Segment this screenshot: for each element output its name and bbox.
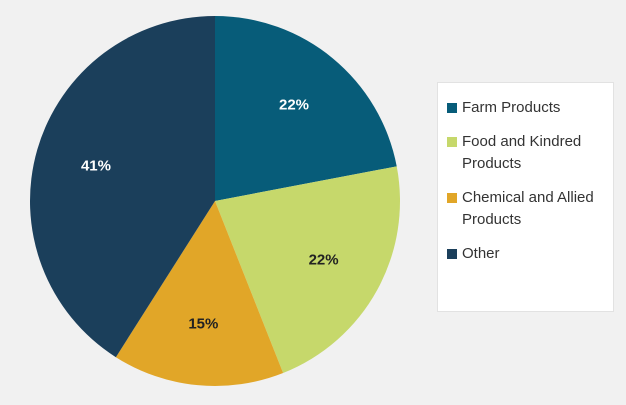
value-label: 41% bbox=[81, 157, 111, 174]
legend-item: Other bbox=[447, 243, 603, 265]
legend-item: Chemical and Allied Products bbox=[447, 187, 603, 231]
legend-swatch bbox=[447, 249, 457, 259]
legend-swatch bbox=[447, 137, 457, 147]
value-label: 22% bbox=[279, 96, 309, 113]
pie-slice bbox=[30, 16, 215, 358]
legend-label: Chemical and Allied Products bbox=[462, 189, 594, 228]
legend-label: Farm Products bbox=[462, 99, 561, 116]
legend-swatch bbox=[447, 103, 457, 113]
legend-item: Farm Products bbox=[447, 97, 603, 119]
legend-item: Food and Kindred Products bbox=[447, 131, 603, 175]
legend-label: Food and Kindred Products bbox=[462, 133, 582, 172]
pie-slice bbox=[115, 201, 284, 386]
value-label: 15% bbox=[188, 315, 218, 332]
legend-swatch bbox=[447, 193, 457, 203]
value-label: 22% bbox=[309, 252, 339, 269]
legend: Farm Products Food and Kindred Products Ch… bbox=[437, 82, 614, 312]
pie-slice bbox=[215, 166, 400, 374]
legend-label: Other bbox=[462, 245, 500, 262]
pie-chart: 22% 22% 15% 41% bbox=[30, 16, 400, 386]
pie-slice bbox=[215, 16, 397, 201]
